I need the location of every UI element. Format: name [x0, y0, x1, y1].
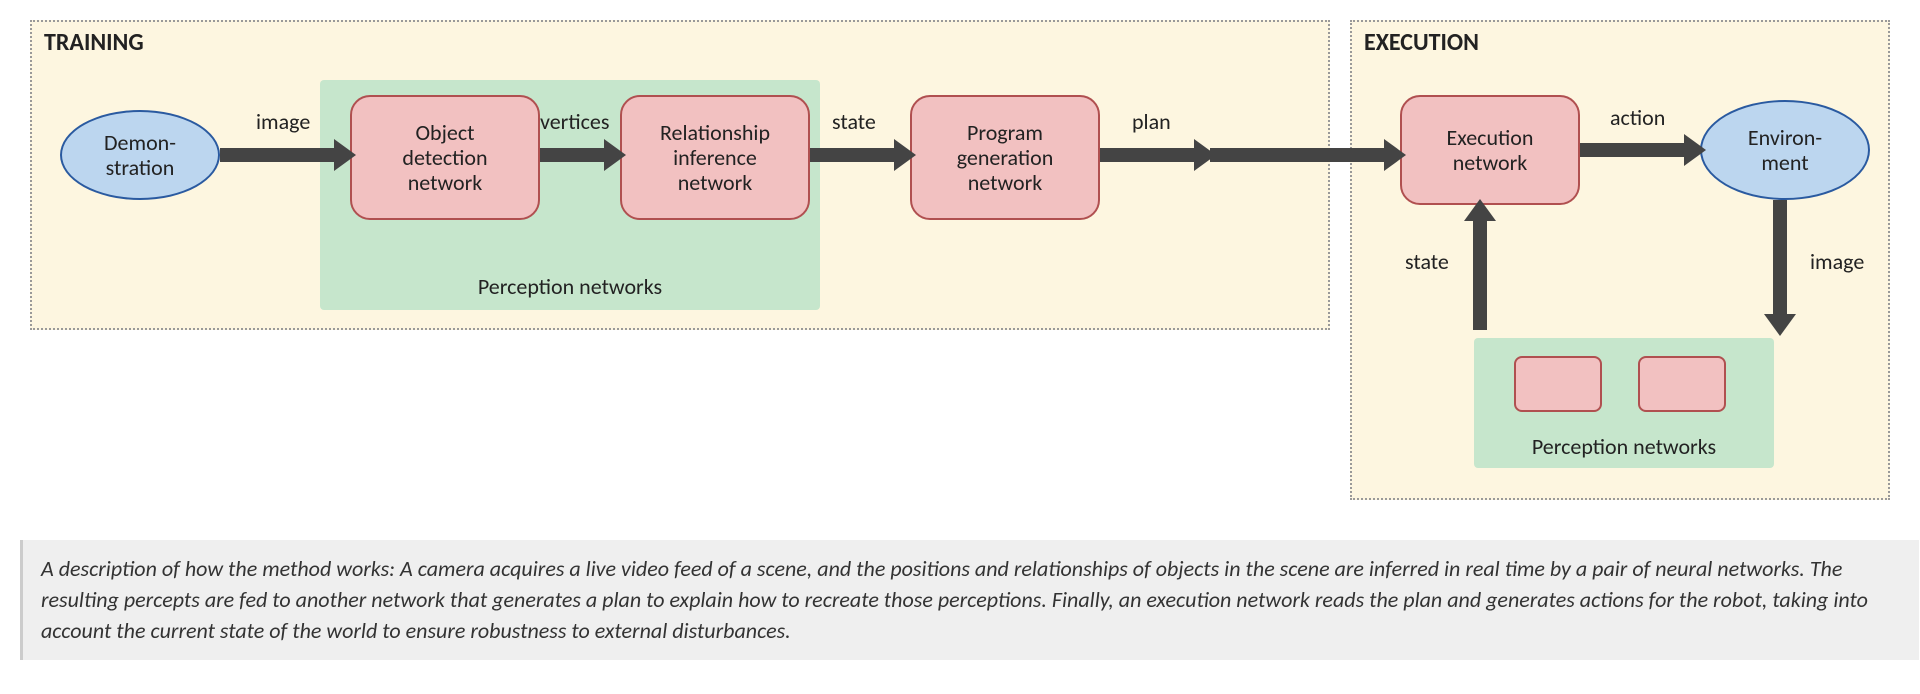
- arrow-label: image: [1810, 248, 1864, 275]
- arrow-label: image: [256, 108, 310, 135]
- flowchart: TRAINING Perception networks EXECUTION P…: [20, 20, 1900, 520]
- arrow-label: plan: [1132, 108, 1171, 135]
- arrow-label: state: [832, 108, 876, 135]
- caption-text: A description of how the method works: A…: [20, 540, 1919, 660]
- arrows-layer: [20, 20, 1900, 520]
- arrow-label: state: [1405, 248, 1449, 275]
- arrow-label: vertices: [540, 108, 609, 135]
- arrow-label: action: [1610, 104, 1665, 131]
